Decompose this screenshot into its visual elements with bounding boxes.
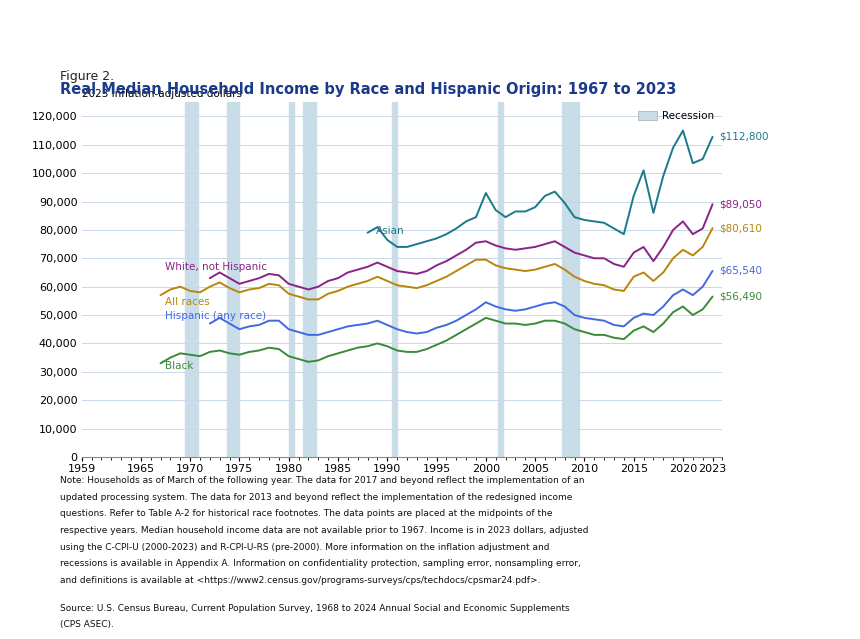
Text: respective years. Median household income data are not available prior to 1967. : respective years. Median household incom…: [60, 526, 589, 535]
Text: Black: Black: [165, 361, 194, 371]
Bar: [227, 102, 239, 457]
Text: updated processing system. The data for 2013 and beyond reflect the implementati: updated processing system. The data for …: [60, 493, 573, 502]
Bar: [392, 102, 397, 457]
Text: recessions is available in Appendix A. Information on confidentiality protection: recessions is available in Appendix A. I…: [60, 559, 581, 568]
Text: Asian: Asian: [376, 226, 404, 236]
Text: 2023 inflation-adjusted dollars: 2023 inflation-adjusted dollars: [82, 89, 242, 99]
Bar: [185, 102, 198, 457]
Text: using the C-CPI-U (2000-2023) and R-CPI-U-RS (pre-2000). More information on the: using the C-CPI-U (2000-2023) and R-CPI-…: [60, 543, 550, 551]
Text: $56,490: $56,490: [720, 291, 763, 302]
Text: Source: U.S. Census Bureau, Current Population Survey, 1968 to 2024 Annual Socia: Source: U.S. Census Bureau, Current Popu…: [60, 604, 570, 613]
Text: Note: Households as of March of the following year. The data for 2017 and beyond: Note: Households as of March of the foll…: [60, 476, 585, 485]
Text: and definitions is available at <https://www2.census.gov/programs-surveys/cps/te: and definitions is available at <https:/…: [60, 576, 541, 585]
Text: questions. Refer to Table A-2 for historical race footnotes. The data points are: questions. Refer to Table A-2 for histor…: [60, 509, 553, 518]
Legend: Recession: Recession: [635, 107, 717, 124]
Text: $80,610: $80,610: [720, 223, 762, 233]
Bar: [562, 102, 580, 457]
Text: (CPS ASEC).: (CPS ASEC).: [60, 620, 114, 629]
Text: All races: All races: [165, 297, 210, 307]
Text: $65,540: $65,540: [720, 266, 763, 276]
Text: Hispanic (any race): Hispanic (any race): [165, 311, 267, 321]
Bar: [289, 102, 293, 457]
Text: Figure 2.: Figure 2.: [60, 70, 114, 83]
Bar: [304, 102, 316, 457]
Text: $89,050: $89,050: [720, 199, 762, 209]
Bar: [498, 102, 503, 457]
Text: Real Median Household Income by Race and Hispanic Origin: 1967 to 2023: Real Median Household Income by Race and…: [60, 82, 677, 97]
Text: White, not Hispanic: White, not Hispanic: [165, 262, 267, 272]
Text: $112,800: $112,800: [720, 132, 769, 142]
